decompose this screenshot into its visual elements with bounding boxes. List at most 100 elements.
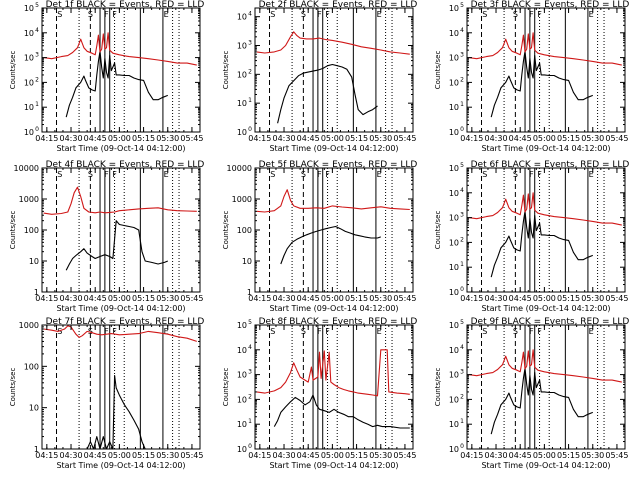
event-letter-mark: F <box>104 327 109 336</box>
x-tick-label: 05:15 <box>557 451 580 460</box>
x-tick-label: 05:45 <box>393 294 416 303</box>
x-tick-label: 04:30 <box>59 451 82 460</box>
lld-series-line <box>468 32 622 66</box>
y-tick-label: 10 <box>24 54 34 63</box>
x-tick-label: 05:30 <box>581 134 604 143</box>
events-series-line <box>490 367 593 435</box>
y-tick-exponent: 1 <box>460 261 464 268</box>
y-tick-label: 10 <box>449 29 459 38</box>
event-letter-mark: F <box>112 327 117 336</box>
x-tick-label: 04:15 <box>248 294 271 303</box>
x-tick-label: 05:45 <box>605 134 628 143</box>
y-tick-label: 10000 <box>227 164 252 173</box>
x-tick-label: 05:45 <box>393 451 416 460</box>
y-tick-label: 10 <box>449 214 459 223</box>
panel-title: Det 6f BLACK = Events, RED = LLD <box>471 160 630 170</box>
event-letter-mark: E <box>164 10 169 19</box>
x-tick-label: 05:15 <box>345 294 368 303</box>
x-tick-label: 05:00 <box>533 294 556 303</box>
y-tick-label: 10 <box>449 371 459 380</box>
panel-det-8: Det 8f BLACK = Events, RED = LLD Counts/s… <box>222 317 417 470</box>
event-letter-mark: F <box>529 10 534 19</box>
event-letter-mark: F <box>537 327 542 336</box>
x-tick-label: 04:45 <box>84 451 107 460</box>
y-tick-label: 10 <box>237 128 247 137</box>
x-axis-label: Start Time (09-Oct-14 04:12:00) <box>481 461 610 470</box>
y-tick-label: 10 <box>237 321 247 330</box>
y-tick-exponent: 0 <box>460 286 464 293</box>
x-tick-label: 05:00 <box>321 294 344 303</box>
x-tick-label: 04:30 <box>272 451 295 460</box>
lld-series-line <box>43 186 197 215</box>
events-series-line <box>86 374 146 450</box>
y-tick-exponent: 0 <box>248 443 252 450</box>
event-letter-mark: S <box>270 170 275 179</box>
y-tick-exponent: 2 <box>35 76 39 83</box>
y-tick-label: 10 <box>449 189 459 198</box>
x-tick-label: 05:15 <box>557 134 580 143</box>
y-tick-exponent: 1 <box>248 418 252 425</box>
panel-det-1: Det 1f BLACK = Events, RED = LLD Counts/s… <box>9 0 204 153</box>
y-tick-exponent: 3 <box>460 52 464 59</box>
plot-frame <box>41 167 201 293</box>
x-tick-label: 05:15 <box>132 134 155 143</box>
x-tick-label: 05:45 <box>393 134 416 143</box>
y-tick-label: 10 <box>449 103 459 112</box>
panel-det-2: Det 2f BLACK = Events, RED = LLD Counts/s… <box>222 0 417 153</box>
x-tick-label: 05:45 <box>180 134 203 143</box>
x-axis-label: Start Time (09-Oct-14 04:12:00) <box>269 304 398 313</box>
event-letter-mark: S <box>270 327 275 336</box>
y-tick-label: 10 <box>237 445 247 454</box>
y-tick-exponent: 5 <box>460 319 464 326</box>
y-axis-label: Counts/sec <box>9 368 17 407</box>
x-tick-label: 04:15 <box>460 294 483 303</box>
x-axis-label: Start Time (09-Oct-14 04:12:00) <box>56 304 185 313</box>
y-tick-label: 10 <box>449 263 459 272</box>
x-tick-label: 05:15 <box>345 134 368 143</box>
x-tick-label: 04:15 <box>248 134 271 143</box>
x-tick-label: 04:45 <box>84 294 107 303</box>
y-tick-exponent: 5 <box>35 2 39 9</box>
event-letter-mark: F <box>112 10 117 19</box>
panel-title: Det 9f BLACK = Events, RED = LLD <box>471 317 630 327</box>
x-tick-label: 05:30 <box>369 451 392 460</box>
panel-det-6: Det 6f BLACK = Events, RED = LLD Counts/s… <box>434 160 629 313</box>
panel-title: Det 8f BLACK = Events, RED = LLD <box>259 317 418 327</box>
x-axis-label: Start Time (09-Oct-14 04:12:00) <box>56 461 185 470</box>
plot-frame <box>254 167 414 293</box>
x-tick-label: 05:30 <box>156 294 179 303</box>
x-tick-label: 05:45 <box>605 451 628 460</box>
x-tick-label: 04:15 <box>248 451 271 460</box>
y-tick-exponent: 4 <box>460 187 464 194</box>
y-tick-exponent: 2 <box>460 76 464 83</box>
event-letter-mark: E <box>164 170 169 179</box>
y-tick-label: 10 <box>24 78 34 87</box>
y-tick-label: 10 <box>449 238 459 247</box>
x-axis-label: Start Time (09-Oct-14 04:12:00) <box>269 144 398 153</box>
x-tick-label: 04:30 <box>484 134 507 143</box>
panel-title: Det 4f BLACK = Events, RED = LLD <box>46 160 205 170</box>
x-tick-label: 05:15 <box>557 294 580 303</box>
y-tick-label: 10 <box>29 404 39 413</box>
y-tick-exponent: 0 <box>460 443 464 450</box>
event-letter-mark: S <box>482 170 487 179</box>
x-tick-label: 04:45 <box>84 134 107 143</box>
plot-frame <box>41 324 201 450</box>
event-letter-mark: E <box>377 327 382 336</box>
y-tick-label: 10 <box>242 257 252 266</box>
event-letter-mark: E <box>377 170 382 179</box>
x-tick-label: 04:30 <box>59 294 82 303</box>
y-tick-exponent: 5 <box>248 319 252 326</box>
y-tick-exponent: 1 <box>460 418 464 425</box>
x-tick-label: 05:45 <box>180 294 203 303</box>
y-tick-label: 10 <box>237 99 247 108</box>
y-tick-label: 10 <box>449 78 459 87</box>
y-tick-label: 10 <box>237 42 247 51</box>
event-letter-mark: F <box>325 170 330 179</box>
events-series-line <box>280 225 381 265</box>
y-tick-label: 100 <box>24 362 39 371</box>
x-tick-label: 05:45 <box>180 451 203 460</box>
y-tick-label: 1 <box>34 288 39 297</box>
y-axis-label: Counts/sec <box>222 211 230 250</box>
y-tick-label: 10 <box>449 346 459 355</box>
